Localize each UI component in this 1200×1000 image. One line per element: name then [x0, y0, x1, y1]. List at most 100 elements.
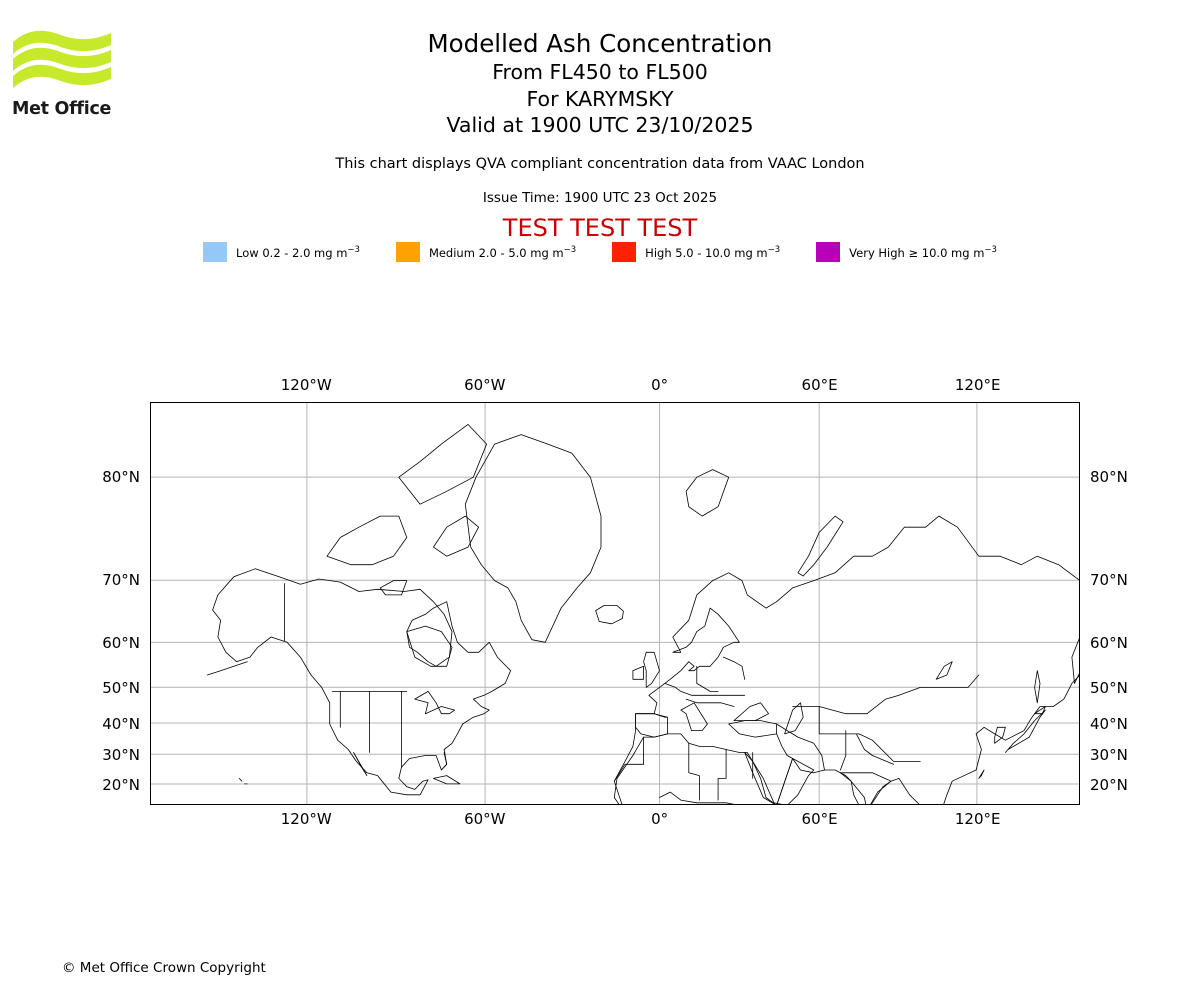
lat-tick-left-5: 30°N [102, 746, 140, 765]
lon-tick-top-0: 120°W [280, 376, 332, 394]
coastline-path-48 [840, 730, 847, 771]
coastline-path-6 [398, 424, 487, 505]
coastline-path-28 [994, 726, 1006, 744]
coastline-path-37 [613, 736, 644, 782]
map-frame [150, 402, 1080, 805]
flight-level-range: From FL450 to FL500 [492, 60, 708, 84]
coastline-path-26 [1071, 638, 1079, 684]
legend-exponent-low: −3 [347, 244, 360, 255]
lat-tick-right-4: 40°N [1090, 714, 1128, 733]
legend-swatch-medium [395, 242, 420, 262]
legend-swatch-low [203, 242, 228, 262]
chart-header: Modelled Ash Concentration From FL450 to… [0, 28, 1200, 139]
lon-tick-bottom-1: 60°W [464, 810, 506, 828]
legend-exponent-high: −3 [767, 244, 781, 255]
coastline-path-18 [744, 752, 815, 804]
coastline-path-42 [723, 656, 746, 680]
coastline-path-56 [935, 661, 953, 680]
coastline-path-7 [433, 515, 479, 557]
coastline-path-2 [685, 469, 730, 517]
legend-item-low: Low 0.2 - 2.0 mg m−3 [203, 242, 396, 262]
lat-tick-left-6: 20°N [102, 775, 140, 794]
ash-concentration-map[interactable]: 120°W 120°W 60°W 60°W 0° 0° 60°E 60°E 120°E 120°E… [102, 376, 1128, 828]
coastline-path-36 [688, 742, 700, 801]
legend-swatch-very-high [816, 242, 841, 262]
legend-exponent-medium: −3 [563, 244, 577, 255]
coastline-path-32 [728, 720, 777, 738]
lon-tick-top-4: 120°E [954, 376, 1001, 394]
lon-tick-top-3: 60°E [801, 376, 838, 394]
lat-tick-right-1: 70°N [1090, 571, 1128, 590]
coastline-path-47 [858, 733, 921, 762]
coastline-path-45 [792, 674, 980, 715]
coastline-path-46 [818, 706, 860, 735]
lon-tick-bottom-3: 60°E [801, 810, 838, 828]
coastline-path-27 [1034, 670, 1041, 704]
coastline-path-16 [632, 665, 644, 680]
coastline-path-41 [696, 665, 719, 692]
coastline-path-12 [206, 661, 248, 676]
legend-item-high: High 5.0 - 10.0 mg m−3 [612, 242, 816, 262]
coastline-path-0 [464, 434, 602, 643]
met-office-wordmark: Met Office [12, 99, 112, 119]
coastline-path-25 [1034, 706, 1046, 715]
coastline-path-14 [353, 752, 368, 776]
legend-swatch-high [612, 242, 637, 262]
met-office-logo: Met Office [12, 28, 122, 119]
page-title: Modelled Ash Concentration [427, 29, 773, 58]
coastline-path-58 [441, 752, 448, 771]
lat-tick-left-2: 60°N [102, 633, 140, 652]
map-gridlines [151, 403, 1079, 804]
map-coastlines [206, 424, 1079, 804]
coastline-path-23 [840, 772, 892, 804]
coastline-path-44 [653, 713, 668, 718]
legend-label-medium: Medium 2.0 - 5.0 mg m−3 [428, 244, 577, 260]
lon-tick-top-2: 0° [651, 376, 669, 394]
lon-tick-top-1: 60°W [464, 376, 506, 394]
met-office-waves-icon [13, 30, 111, 88]
lat-tick-right-5: 30°N [1090, 746, 1128, 765]
coastline-path-5 [326, 515, 408, 566]
coastline-path-35 [717, 749, 727, 801]
lat-tick-right-2: 60°N [1090, 633, 1128, 652]
lon-tick-bottom-2: 0° [651, 810, 669, 828]
coastline-path-20 [635, 713, 668, 738]
coastline-path-31 [978, 769, 985, 779]
coastline-path-34 [776, 733, 793, 759]
coastline-path-8 [379, 580, 408, 596]
lon-tick-bottom-4: 120°E [954, 810, 1001, 828]
coastline-path-1 [595, 605, 624, 625]
coastline-path-33 [776, 723, 825, 771]
legend-label-low: Low 0.2 - 2.0 mg m−3 [236, 244, 360, 260]
chart-source-note: This chart displays QVA compliant concen… [335, 156, 865, 172]
legend-item-very-high: Very High ≥ 10.0 mg m−3 [816, 242, 997, 262]
lat-tick-left-0: 80°N [102, 467, 140, 486]
lat-tick-left-4: 40°N [102, 714, 140, 733]
coastline-path-39 [659, 791, 735, 804]
copyright-notice: © Met Office Crown Copyright [62, 960, 266, 976]
issue-time: Issue Time: 1900 UTC 23 Oct 2025 [482, 190, 718, 206]
lon-tick-bottom-0: 120°W [280, 810, 332, 828]
legend-exponent-very-high: −3 [984, 244, 997, 255]
coastline-path-22 [784, 702, 804, 735]
coastline-path-57 [414, 691, 456, 715]
coastline-path-24 [1005, 709, 1046, 753]
lat-tick-left-3: 50°N [102, 678, 140, 697]
map-canvas [151, 403, 1079, 804]
coastline-path-43 [685, 698, 735, 707]
lat-tick-right-3: 50°N [1090, 678, 1128, 697]
coastline-path-60 [238, 778, 243, 782]
coastline-path-9 [406, 625, 453, 667]
coastline-path-40 [664, 683, 746, 696]
coastline-path-3 [797, 515, 844, 577]
concentration-legend: Low 0.2 - 2.0 mg m−3 Medium 2.0 - 5.0 mg… [0, 242, 1200, 262]
lat-tick-right-6: 20°N [1090, 775, 1128, 794]
legend-label-very-high: Very High ≥ 10.0 mg m−3 [849, 244, 997, 260]
legend-item-medium: Medium 2.0 - 5.0 mg m−3 [395, 242, 612, 262]
coastline-path-21 [733, 702, 769, 721]
lat-tick-left-1: 70°N [102, 571, 140, 590]
volcano-name: For KARYMSKY [526, 86, 674, 111]
valid-time: Valid at 1900 UTC 23/10/2025 [446, 113, 754, 137]
coastline-path-13 [433, 775, 461, 785]
coastline-path-19 [680, 702, 708, 731]
